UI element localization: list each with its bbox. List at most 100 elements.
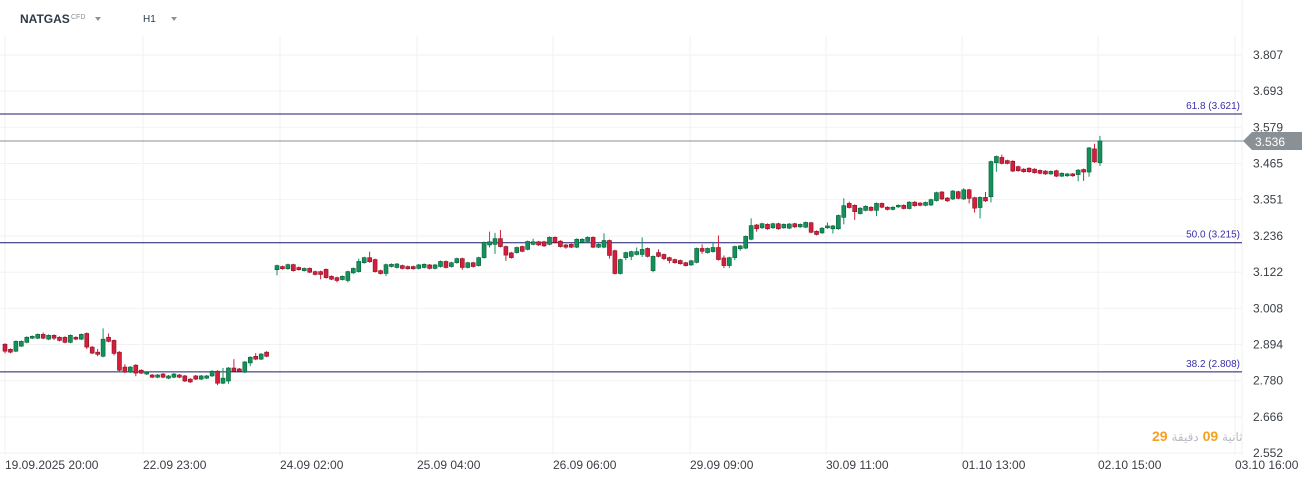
candle-bearish — [667, 257, 672, 261]
candle-bullish — [356, 261, 362, 272]
candle-bullish — [100, 338, 106, 357]
candle-bullish — [874, 203, 879, 211]
candle-bearish — [231, 367, 237, 372]
candle-bearish — [563, 244, 569, 248]
candle-bullish — [928, 199, 934, 206]
candle-bullish — [1064, 173, 1070, 177]
candle-bearish — [160, 373, 166, 378]
candle-bearish — [2, 343, 8, 352]
price-axis-label: 3.465 — [1253, 156, 1283, 170]
candle-bullish — [1048, 171, 1054, 175]
candle-countdown: 29 ثانية 09 دقيقة — [1152, 428, 1242, 444]
candle-bullish — [128, 366, 133, 373]
candle-bullish — [79, 334, 84, 340]
current-price-value: 3.536 — [1255, 135, 1285, 149]
candle-bearish — [972, 197, 977, 209]
candle-bullish — [144, 371, 149, 375]
candle-bearish — [519, 246, 525, 252]
candle-bullish — [465, 262, 471, 268]
symbol-selector[interactable]: NATGAS — [20, 12, 70, 26]
candle-bullish — [743, 236, 749, 249]
candle-bearish — [590, 237, 596, 248]
candle-bullish — [825, 225, 830, 229]
candle-bearish — [264, 351, 269, 357]
symbol-dropdown-chevron-icon[interactable] — [95, 17, 101, 21]
candle-bullish — [601, 240, 607, 248]
candle-bullish — [988, 161, 994, 198]
candle-bearish — [89, 346, 95, 354]
candle-bullish — [525, 241, 531, 250]
candle-bearish — [1026, 167, 1032, 173]
candle-bullish — [727, 257, 732, 266]
candle-bullish — [13, 341, 19, 352]
price-axis-label: 2.666 — [1253, 410, 1283, 424]
candle-bullish — [209, 370, 215, 377]
price-axis-label: 3.693 — [1253, 84, 1283, 98]
timeframe-selector[interactable]: H1 — [143, 14, 156, 25]
candle-bullish — [585, 237, 590, 242]
candle-bullish — [361, 257, 367, 264]
candle-bearish — [607, 240, 612, 256]
candle-bullish — [863, 205, 868, 211]
candle-bearish — [536, 241, 541, 246]
candle-bearish — [459, 258, 465, 268]
candle-bearish — [917, 202, 923, 206]
candle-bearish — [400, 265, 405, 269]
time-axis-label: 24.09 02:00 — [280, 458, 344, 472]
candle-bearish — [117, 351, 122, 371]
fib-level-label: 61.8 (3.621) — [1186, 101, 1240, 112]
candle-bullish — [748, 225, 754, 240]
candle-bullish — [492, 238, 498, 245]
candle-bearish — [318, 271, 323, 275]
timeframe-dropdown-chevron-icon[interactable] — [171, 17, 177, 21]
candle-bearish — [470, 262, 476, 267]
time-axis-label: 22.09 23:00 — [143, 458, 207, 472]
candle-bearish — [661, 254, 667, 259]
candle-bullish — [416, 264, 422, 269]
candle-bullish — [1059, 172, 1065, 177]
candle-bearish — [1043, 170, 1048, 175]
candle-bullish — [759, 223, 765, 229]
candle-bearish — [378, 270, 383, 274]
candle-bullish — [345, 271, 351, 281]
candle-bullish — [596, 244, 601, 248]
candle-bearish — [541, 241, 547, 247]
candle-bearish — [983, 197, 988, 202]
candle-bullish — [786, 223, 792, 229]
candle-bullish — [579, 238, 585, 243]
candle-bearish — [1004, 160, 1010, 164]
candle-bearish — [1021, 168, 1026, 173]
candle-bullish — [476, 257, 481, 266]
candle-bearish — [307, 268, 313, 273]
candle-bullish — [389, 264, 394, 267]
candle-bearish — [182, 375, 188, 382]
candle-bullish — [530, 241, 536, 245]
candle-bullish — [574, 238, 580, 248]
candle-bearish — [8, 348, 13, 353]
time-axis-label: 30.09 11:00 — [826, 458, 889, 472]
candle-bearish — [1032, 168, 1037, 173]
time-axis-label: 19.09.2025 20:00 — [5, 458, 99, 472]
candle-bullish — [258, 353, 264, 360]
candle-bearish — [51, 335, 57, 339]
candle-bullish — [688, 260, 694, 266]
candle-bullish — [895, 205, 901, 208]
candle-bearish — [312, 271, 318, 275]
candle-bullish — [274, 265, 280, 270]
price-axis-label: 2.780 — [1253, 374, 1283, 388]
candle-bearish — [1092, 148, 1097, 163]
price-axis-label: 3.008 — [1253, 301, 1283, 315]
time-axis-label: 01.10 13:00 — [962, 458, 1026, 472]
candle-bearish — [503, 246, 509, 256]
candle-bearish — [111, 340, 117, 354]
candle-bearish — [367, 257, 372, 263]
candle-bearish — [1054, 170, 1059, 177]
candle-bearish — [372, 259, 378, 272]
candle-bearish — [334, 277, 340, 281]
countdown-seconds: 29 — [1152, 428, 1168, 444]
candle-bearish — [999, 157, 1005, 164]
candle-bearish — [955, 191, 961, 199]
candle-bearish — [879, 203, 885, 208]
candle-bearish — [568, 244, 574, 248]
